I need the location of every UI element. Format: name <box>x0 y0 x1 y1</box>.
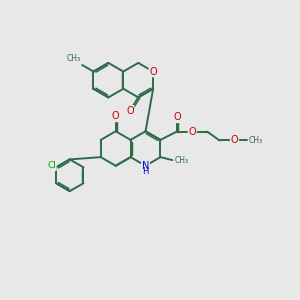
Text: H: H <box>142 167 149 176</box>
Text: O: O <box>188 127 196 136</box>
Text: O: O <box>112 111 119 122</box>
Text: Cl: Cl <box>47 161 56 170</box>
Text: CH₃: CH₃ <box>249 136 263 145</box>
Text: O: O <box>173 112 181 122</box>
Text: N: N <box>142 161 149 171</box>
Text: CH₃: CH₃ <box>66 54 80 63</box>
Text: CH₃: CH₃ <box>175 156 189 165</box>
Text: O: O <box>231 136 238 146</box>
Text: O: O <box>126 106 134 116</box>
Text: O: O <box>149 67 157 76</box>
